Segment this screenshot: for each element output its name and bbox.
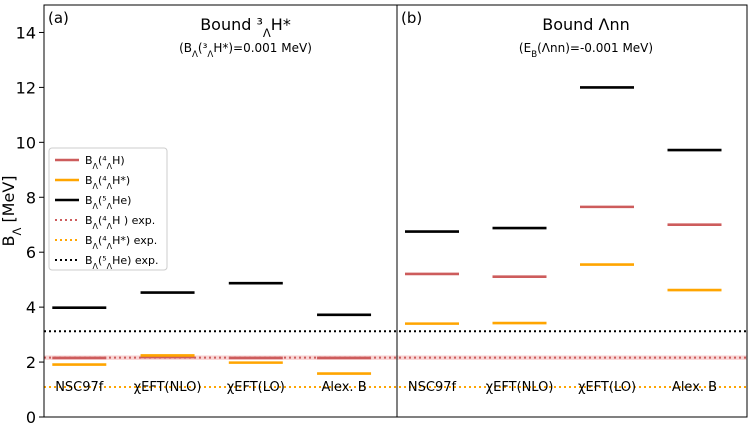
xtick-label-b-2: χEFT(LO) bbox=[578, 380, 636, 395]
ytick-label-0: 0 bbox=[26, 408, 36, 426]
ytick-label-12: 12 bbox=[16, 78, 36, 97]
legend-label-4: BΛ(⁴ΛH*) exp. bbox=[85, 234, 157, 251]
xtick-label-b-0: NSC97f bbox=[408, 380, 457, 395]
ytick-label-4: 4 bbox=[26, 298, 36, 317]
panel-title-a: Bound ³ΛH* bbox=[200, 15, 291, 40]
y-axis-label: BΛ [MeV] bbox=[0, 175, 24, 246]
xtick-label-a-1: χEFT(NLO) bbox=[134, 380, 202, 395]
xtick-label-a-0: NSC97f bbox=[55, 380, 104, 395]
panel-subtitle-b: (EB(Λnn)=-0.001 MeV) bbox=[519, 41, 653, 60]
panel-title-b: Bound Λnn bbox=[542, 15, 630, 34]
legend-label-5: BΛ(⁵ΛHe) exp. bbox=[85, 254, 158, 271]
panel-frame-b bbox=[396, 4, 748, 418]
panel-tag-b: (b) bbox=[401, 9, 422, 27]
ytick-label-6: 6 bbox=[26, 243, 36, 262]
ytick-label-10: 10 bbox=[16, 133, 36, 152]
xtick-label-a-3: Alex. B bbox=[321, 380, 366, 395]
legend-label-1: BΛ(⁴ΛH*) bbox=[85, 174, 130, 191]
legend-label-2: BΛ(⁵ΛHe) bbox=[85, 194, 131, 211]
panel-tag-a: (a) bbox=[48, 9, 69, 27]
ytick-label-8: 8 bbox=[26, 188, 36, 207]
ytick-label-2: 2 bbox=[26, 353, 36, 372]
ytick-label-14: 14 bbox=[16, 23, 36, 42]
legend-label-3: BΛ(⁴ΛH ) exp. bbox=[85, 214, 155, 231]
panel-subtitle-a: (BΛ(³ΛH*)=0.001 MeV) bbox=[179, 41, 312, 60]
xtick-label-b-1: χEFT(NLO) bbox=[486, 380, 554, 395]
xtick-label-a-2: χEFT(LO) bbox=[227, 380, 285, 395]
legend-label-0: BΛ(⁴ΛH) bbox=[85, 154, 125, 171]
xtick-label-b-3: Alex. B bbox=[672, 380, 717, 395]
legend-box bbox=[48, 147, 168, 271]
